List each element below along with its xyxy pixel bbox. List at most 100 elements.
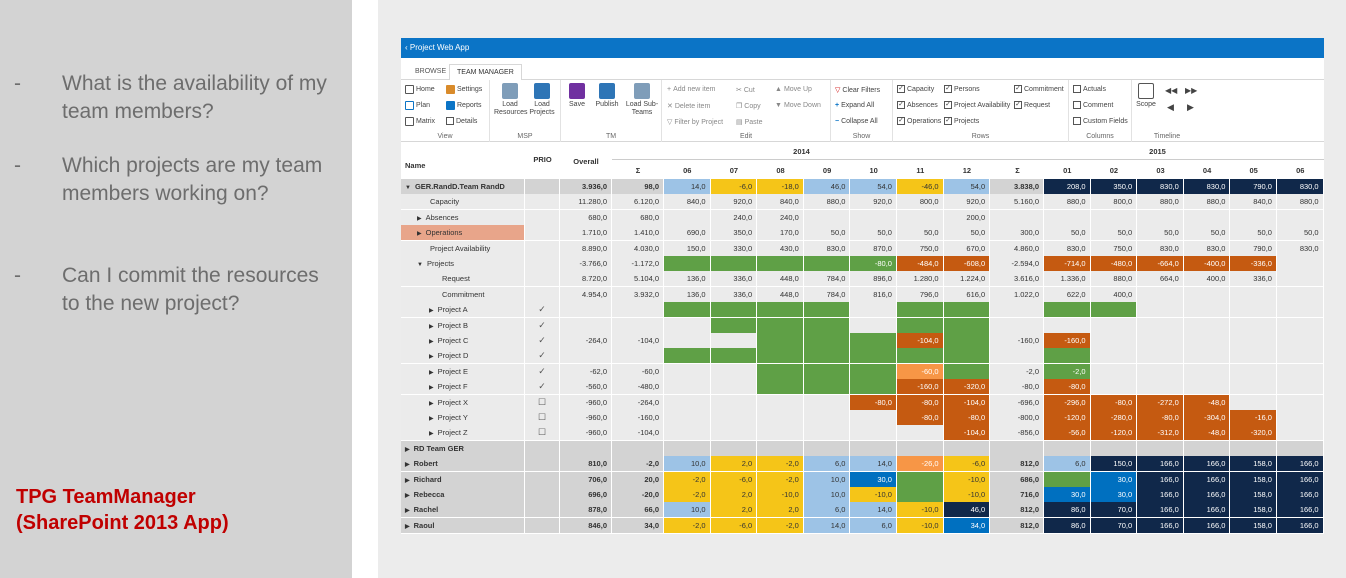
header-month[interactable]: 09 bbox=[822, 166, 832, 175]
month-cell[interactable]: 14,0 bbox=[850, 502, 897, 518]
row-option-6[interactable]: ✓ Operations bbox=[897, 117, 941, 125]
prio-cell[interactable]: ✓ bbox=[525, 317, 560, 333]
copy-button[interactable]: ❐ Copy bbox=[736, 102, 761, 111]
month-cell[interactable] bbox=[1230, 286, 1277, 302]
month-cell[interactable]: 166,0 bbox=[1137, 487, 1184, 502]
month-cell[interactable] bbox=[664, 209, 711, 225]
month-cell[interactable]: 30,0 bbox=[1044, 487, 1091, 502]
add-item-button[interactable]: + Add new item bbox=[667, 86, 716, 93]
last-period-button[interactable]: ▶▶ bbox=[1185, 86, 1197, 95]
month-cell[interactable]: 6,0 bbox=[803, 456, 851, 472]
load-projects-button[interactable]: Load Projects bbox=[526, 83, 558, 117]
plan-button[interactable]: Plan bbox=[405, 101, 430, 110]
paste-button[interactable]: ▤ Paste bbox=[736, 118, 763, 127]
month-cell[interactable]: -104,0 bbox=[943, 425, 991, 441]
month-cell[interactable] bbox=[850, 317, 897, 333]
month-cell[interactable] bbox=[1044, 440, 1091, 456]
expand-arrow-icon[interactable]: ▶ bbox=[405, 477, 410, 484]
month-cell[interactable] bbox=[757, 363, 804, 379]
month-cell[interactable] bbox=[710, 363, 758, 379]
month-cell[interactable]: 86,0 bbox=[1044, 502, 1091, 518]
month-cell[interactable] bbox=[1230, 363, 1277, 379]
month-cell[interactable]: -336,0 bbox=[1230, 256, 1277, 271]
row-option-4[interactable]: ✓ Project Availability bbox=[944, 101, 1010, 109]
month-cell[interactable] bbox=[850, 363, 897, 379]
move-down-button[interactable]: ▼ Move Down bbox=[775, 102, 821, 109]
month-cell[interactable] bbox=[1277, 256, 1324, 271]
month-cell[interactable]: -46,0 bbox=[897, 179, 944, 194]
month-cell[interactable] bbox=[1277, 302, 1324, 318]
month-cell[interactable]: -26,0 bbox=[897, 456, 944, 472]
month-cell[interactable] bbox=[664, 410, 711, 425]
month-cell[interactable]: -664,0 bbox=[1137, 256, 1184, 271]
month-cell[interactable]: 350,0 bbox=[1090, 179, 1138, 194]
month-cell[interactable] bbox=[1090, 379, 1138, 395]
cut-button[interactable]: ✂ Cut bbox=[736, 86, 755, 95]
month-cell[interactable]: -80,0 bbox=[850, 256, 897, 271]
row-option-2[interactable]: ✓ Commitment bbox=[1014, 85, 1064, 93]
month-cell[interactable]: 830,0 bbox=[803, 240, 851, 256]
prio-cell[interactable]: ☐ bbox=[525, 394, 560, 410]
month-cell[interactable] bbox=[664, 425, 711, 441]
header-month[interactable]: 06 bbox=[1296, 166, 1305, 175]
month-cell[interactable] bbox=[803, 410, 851, 425]
month-cell[interactable]: -80,0 bbox=[1137, 410, 1184, 425]
month-cell[interactable]: -10,0 bbox=[943, 471, 991, 487]
month-cell[interactable]: 448,0 bbox=[757, 271, 804, 287]
month-cell[interactable]: 920,0 bbox=[850, 194, 897, 210]
month-cell[interactable] bbox=[710, 440, 758, 456]
month-cell[interactable] bbox=[1183, 317, 1231, 333]
month-cell[interactable] bbox=[1090, 440, 1138, 456]
month-cell[interactable]: 2,0 bbox=[710, 456, 758, 472]
month-cell[interactable]: 50,0 bbox=[1230, 225, 1277, 241]
month-cell[interactable] bbox=[1044, 317, 1091, 333]
month-cell[interactable] bbox=[1277, 209, 1324, 225]
month-cell[interactable] bbox=[943, 363, 991, 379]
month-cell[interactable] bbox=[1090, 302, 1138, 318]
month-cell[interactable] bbox=[1277, 317, 1324, 333]
month-cell[interactable]: 1.280,0 bbox=[897, 271, 944, 287]
month-cell[interactable]: 6,0 bbox=[803, 502, 851, 518]
month-cell[interactable]: 166,0 bbox=[1183, 456, 1231, 472]
month-cell[interactable]: 166,0 bbox=[1137, 517, 1184, 533]
expand-arrow-icon[interactable]: ▶ bbox=[405, 493, 410, 499]
month-cell[interactable]: 150,0 bbox=[1090, 456, 1138, 472]
month-cell[interactable]: -10,0 bbox=[757, 487, 804, 502]
move-up-button[interactable]: ▲ Move Up bbox=[775, 86, 812, 93]
month-cell[interactable] bbox=[1230, 302, 1277, 318]
month-cell[interactable] bbox=[710, 425, 758, 441]
month-cell[interactable] bbox=[803, 363, 851, 379]
month-cell[interactable] bbox=[897, 440, 944, 456]
month-cell[interactable]: 1.224,0 bbox=[943, 271, 991, 287]
month-cell[interactable] bbox=[757, 394, 804, 410]
month-cell[interactable]: 166,0 bbox=[1277, 517, 1324, 533]
month-cell[interactable]: 158,0 bbox=[1230, 502, 1277, 518]
first-period-button[interactable]: ◀◀ bbox=[1165, 86, 1177, 95]
month-cell[interactable]: 50,0 bbox=[1044, 225, 1091, 241]
row-name[interactable]: Project Availability bbox=[401, 240, 525, 256]
header-overall[interactable]: Overall bbox=[573, 157, 599, 166]
header-month[interactable]: 03 bbox=[1156, 166, 1165, 175]
month-cell[interactable]: 880,0 bbox=[1277, 194, 1324, 210]
month-cell[interactable]: 50,0 bbox=[1183, 225, 1231, 241]
month-cell[interactable] bbox=[850, 440, 897, 456]
month-cell[interactable] bbox=[803, 394, 851, 410]
month-cell[interactable] bbox=[850, 410, 897, 425]
month-cell[interactable]: 796,0 bbox=[897, 286, 944, 302]
month-cell[interactable]: -2,0 bbox=[757, 456, 804, 472]
month-cell[interactable]: 800,0 bbox=[1090, 194, 1138, 210]
prio-checkbox[interactable]: ✓ bbox=[538, 304, 546, 315]
expand-arrow-icon[interactable]: ▶ bbox=[405, 508, 410, 515]
month-cell[interactable] bbox=[803, 256, 851, 271]
month-cell[interactable]: -10,0 bbox=[897, 517, 944, 533]
expand-arrow-icon[interactable]: ▶ bbox=[429, 354, 434, 361]
column-option-2[interactable]: Custom Fields bbox=[1073, 117, 1128, 125]
month-cell[interactable] bbox=[897, 317, 944, 333]
month-cell[interactable]: 14,0 bbox=[664, 179, 711, 194]
month-cell[interactable]: -16,0 bbox=[1230, 410, 1277, 425]
month-cell[interactable] bbox=[664, 333, 711, 348]
month-cell[interactable] bbox=[1183, 209, 1231, 225]
month-cell[interactable] bbox=[710, 410, 758, 425]
month-cell[interactable]: -2,0 bbox=[757, 471, 804, 487]
prio-checkbox[interactable]: ☐ bbox=[537, 412, 547, 422]
